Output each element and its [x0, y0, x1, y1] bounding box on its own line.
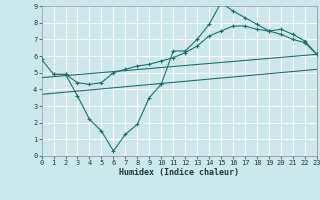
X-axis label: Humidex (Indice chaleur): Humidex (Indice chaleur)	[119, 168, 239, 177]
